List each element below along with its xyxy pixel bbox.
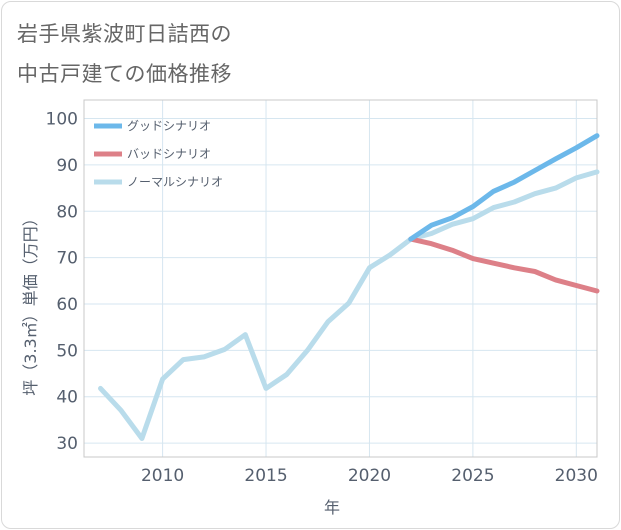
y-tick-label: 80 (56, 202, 78, 222)
x-tick-label: 2020 (348, 466, 391, 486)
x-tick-label: 2010 (141, 466, 184, 486)
legend-label: ノーマルシナリオ (127, 175, 223, 189)
x-axis-title: 年 (324, 498, 340, 517)
y-tick-label: 70 (56, 249, 78, 269)
legend-label: バッドシナリオ (127, 147, 211, 161)
series-line-1 (408, 236, 600, 294)
plot-area-frame (83, 99, 598, 458)
y-tick-label: 90 (56, 156, 78, 176)
grid (84, 100, 597, 457)
y-axis-title: 坪（3.3㎡）単価（万円） (21, 210, 40, 395)
y-tick-label: 60 (56, 295, 78, 315)
x-axis-ticks: 2010 2015 2020 2025 2030 (141, 466, 598, 486)
series-lines (98, 133, 600, 441)
chart-title-line-2: 中古戸建ての価格推移 (17, 62, 232, 86)
y-tick-label: 50 (56, 341, 78, 361)
y-tick-label: 40 (56, 388, 78, 408)
y-tick-label: 100 (46, 110, 78, 130)
y-axis-ticks: 30 40 50 60 70 80 90 100 (46, 110, 78, 455)
legend-label: グッドシナリオ (127, 119, 211, 133)
chart-title-line-1: 岩手県紫波町日詰西の (17, 22, 232, 46)
x-tick-label: 2025 (451, 466, 494, 486)
x-tick-label: 2015 (244, 466, 287, 486)
x-tick-label: 2030 (555, 466, 598, 486)
series-line-2 (98, 169, 600, 441)
y-tick-label: 30 (56, 434, 78, 454)
series-line-0 (408, 133, 600, 242)
